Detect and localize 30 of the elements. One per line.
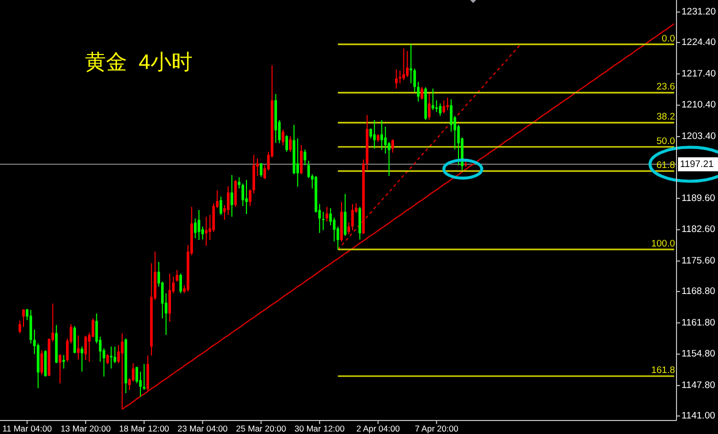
y-tick-label: 1175.60 — [682, 256, 716, 267]
x-tick-label: 7 Apr 20:00 — [414, 424, 458, 434]
y-tick-label: 1210.40 — [682, 100, 716, 111]
y-tick-label: 1168.80 — [682, 286, 716, 297]
x-tick-label: 11 Mar 04:00 — [2, 424, 52, 434]
series-label: 161.8 — [651, 365, 675, 376]
x-tick-label: 25 Mar 20:00 — [236, 424, 286, 434]
y-tick-label: 1154.80 — [682, 348, 716, 360]
x-tick-label: 18 Mar 12:00 — [119, 424, 170, 434]
series-label: 38.2 — [656, 112, 675, 123]
y-tick-label: 1231.20 — [682, 6, 716, 18]
y-tick-label: 1224.40 — [682, 37, 716, 48]
series-label: 100.0 — [651, 238, 675, 250]
y-tick-label: 1217.40 — [682, 68, 716, 80]
y-tick-label: 1161.80 — [682, 317, 716, 328]
ref-line-label: 1197.21 — [680, 158, 714, 170]
series-label: 50.0 — [656, 136, 675, 147]
y-tick-label: 1182.60 — [682, 224, 716, 236]
x-tick-label: 23 Mar 04:00 — [178, 424, 228, 434]
y-tick-label: 1141.00 — [682, 410, 716, 422]
y-tick-label: 1189.60 — [682, 192, 716, 204]
series-label: 23.6 — [656, 82, 675, 93]
series-label: 0.0 — [662, 33, 675, 44]
ref-line-label: 1197.21 — [678, 157, 718, 172]
x-tick-label: 2 Apr 04:00 — [356, 424, 400, 434]
x-tick-label: 30 Mar 12:00 — [294, 424, 345, 434]
y-tick-label: 1147.80 — [682, 380, 716, 392]
y-tick-label: 1203.40 — [682, 131, 716, 142]
x-tick-label: 13 Mar 20:00 — [60, 424, 111, 434]
title: 黄金 4小时 — [85, 51, 192, 74]
